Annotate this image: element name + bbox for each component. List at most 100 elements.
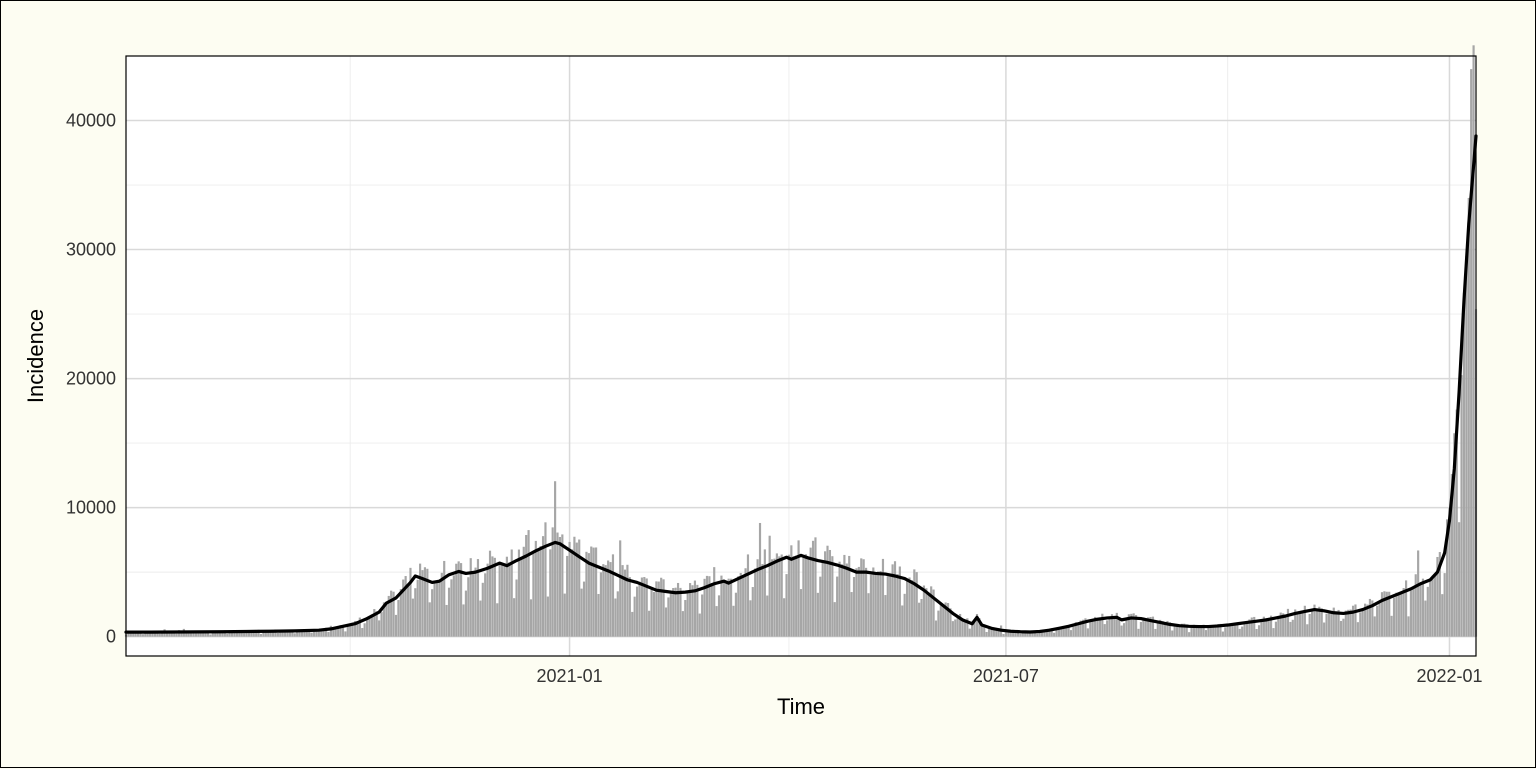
bar — [1335, 611, 1337, 636]
bar — [470, 558, 472, 636]
bar — [800, 589, 802, 637]
bar — [701, 594, 703, 636]
bar — [564, 594, 566, 637]
bar — [826, 546, 828, 637]
bar — [1374, 616, 1376, 636]
bar — [836, 577, 838, 637]
bar — [667, 597, 669, 636]
y-tick-label: 40000 — [66, 111, 116, 131]
bar — [581, 589, 583, 637]
bar — [1407, 616, 1409, 636]
bar — [865, 568, 867, 637]
bar — [540, 546, 542, 637]
incidence-chart: 0100002000030000400002021-012021-072022-… — [1, 1, 1536, 769]
bar — [728, 579, 730, 637]
bar — [530, 599, 532, 636]
bar — [438, 581, 440, 637]
bar — [1458, 522, 1460, 636]
bar — [361, 628, 363, 637]
bar — [650, 590, 652, 637]
bar — [260, 634, 262, 637]
bar — [913, 569, 915, 636]
bar — [1316, 609, 1318, 636]
bar — [754, 568, 756, 636]
bar — [769, 536, 771, 637]
bar — [450, 579, 452, 636]
bar — [679, 588, 681, 637]
bar — [1137, 629, 1139, 637]
bar — [448, 588, 450, 637]
bar — [364, 623, 366, 636]
bar — [619, 540, 621, 636]
bar — [1369, 599, 1371, 637]
bar — [626, 565, 628, 637]
bar — [496, 603, 498, 636]
bar — [1417, 550, 1419, 636]
bar — [660, 578, 662, 637]
bar — [1275, 622, 1277, 637]
bar — [986, 632, 988, 637]
bar — [602, 564, 604, 636]
bar — [853, 577, 855, 637]
bar — [537, 550, 539, 637]
bar — [831, 556, 833, 636]
bar — [489, 551, 491, 637]
bar — [957, 618, 959, 637]
x-tick-label: 2021-07 — [973, 666, 1039, 686]
bar — [1422, 579, 1424, 637]
bar — [904, 594, 906, 637]
bar — [1123, 623, 1125, 637]
bar — [824, 551, 826, 636]
bar — [441, 573, 443, 637]
bar — [1460, 375, 1462, 637]
bar — [711, 583, 713, 637]
bar — [433, 582, 435, 636]
bar — [506, 557, 508, 637]
bar — [988, 629, 990, 637]
bar — [487, 564, 489, 637]
chart-frame: 0100002000030000400002021-012021-072022-… — [0, 0, 1536, 768]
bar — [732, 606, 734, 637]
bar — [192, 633, 194, 636]
bar — [453, 575, 455, 636]
bar — [954, 619, 956, 636]
bar — [699, 614, 701, 637]
bar — [1174, 625, 1176, 636]
bar — [737, 576, 739, 636]
bar — [1092, 620, 1094, 637]
bar — [595, 547, 597, 636]
bar — [940, 603, 942, 637]
bar — [1087, 628, 1089, 636]
bar — [1292, 620, 1294, 637]
bar — [1311, 611, 1313, 637]
bar — [494, 558, 496, 637]
bar — [764, 549, 766, 636]
bar — [479, 601, 481, 637]
bar — [1309, 614, 1311, 637]
bar — [547, 597, 549, 637]
bar — [1395, 593, 1397, 637]
bar — [1072, 627, 1074, 637]
bar — [455, 564, 457, 637]
bar — [817, 593, 819, 637]
bar — [1256, 629, 1258, 637]
bar — [653, 592, 655, 637]
bar — [585, 552, 587, 637]
bar — [665, 607, 667, 636]
bar — [1325, 614, 1327, 637]
bar — [860, 558, 862, 636]
bar — [1106, 620, 1108, 636]
bar — [1258, 625, 1260, 636]
bar — [1227, 625, 1229, 637]
bar — [429, 602, 431, 636]
x-axis-title: Time — [777, 694, 825, 719]
bar — [814, 537, 816, 636]
bar — [867, 593, 869, 636]
bar — [1301, 611, 1303, 637]
bar — [1434, 575, 1436, 637]
bar — [1410, 591, 1412, 637]
bar — [687, 593, 689, 637]
bar — [1465, 256, 1467, 637]
bar — [749, 600, 751, 636]
bar — [597, 594, 599, 637]
